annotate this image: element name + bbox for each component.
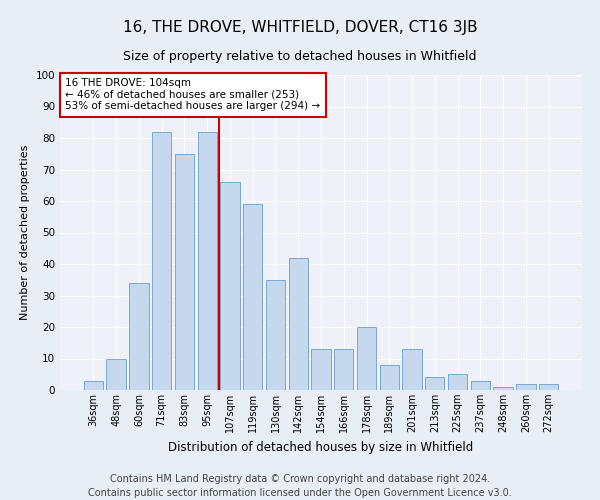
Text: Size of property relative to detached houses in Whitfield: Size of property relative to detached ho… bbox=[123, 50, 477, 63]
Bar bbox=[357, 327, 376, 390]
Bar bbox=[220, 182, 239, 390]
Bar bbox=[129, 283, 149, 390]
Bar bbox=[266, 280, 285, 390]
Bar bbox=[539, 384, 558, 390]
Bar bbox=[311, 349, 331, 390]
Text: 16, THE DROVE, WHITFIELD, DOVER, CT16 3JB: 16, THE DROVE, WHITFIELD, DOVER, CT16 3J… bbox=[122, 20, 478, 35]
Bar bbox=[516, 384, 536, 390]
Bar bbox=[175, 154, 194, 390]
Bar bbox=[84, 380, 103, 390]
Text: Contains HM Land Registry data © Crown copyright and database right 2024.
Contai: Contains HM Land Registry data © Crown c… bbox=[88, 474, 512, 498]
Bar bbox=[106, 358, 126, 390]
X-axis label: Distribution of detached houses by size in Whitfield: Distribution of detached houses by size … bbox=[169, 440, 473, 454]
Bar bbox=[448, 374, 467, 390]
Bar bbox=[289, 258, 308, 390]
Bar bbox=[243, 204, 262, 390]
Bar bbox=[425, 378, 445, 390]
Bar bbox=[380, 365, 399, 390]
Text: 16 THE DROVE: 104sqm
← 46% of detached houses are smaller (253)
53% of semi-deta: 16 THE DROVE: 104sqm ← 46% of detached h… bbox=[65, 78, 320, 112]
Bar bbox=[470, 380, 490, 390]
Bar bbox=[403, 349, 422, 390]
Y-axis label: Number of detached properties: Number of detached properties bbox=[20, 145, 30, 320]
Bar bbox=[493, 387, 513, 390]
Bar bbox=[334, 349, 353, 390]
Bar bbox=[152, 132, 172, 390]
Bar bbox=[197, 132, 217, 390]
